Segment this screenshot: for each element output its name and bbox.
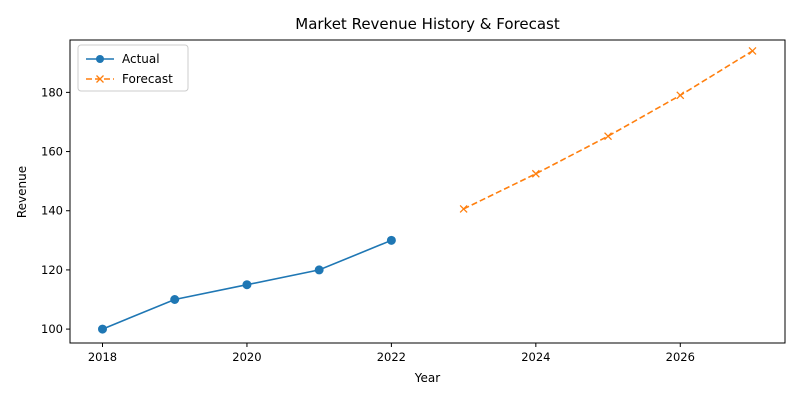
x-tick-label: 2022: [377, 350, 406, 364]
x-axis-label: Year: [414, 371, 440, 385]
data-point-forecast: [748, 46, 757, 55]
series-line-forecast: [463, 50, 753, 210]
y-tick-label: 120: [41, 263, 63, 277]
legend-label-actual: Actual: [122, 52, 160, 66]
data-point-actual: [170, 295, 180, 305]
data-point-forecast: [604, 132, 613, 141]
data-point-actual: [314, 265, 324, 275]
data-point-actual: [98, 324, 107, 334]
plot-area: 2018 2020 2022 2024 2026 100 120 140 160 180: [41, 39, 786, 364]
data-point-forecast: [459, 204, 468, 213]
legend-marker-forecast: [96, 75, 104, 83]
legend-marker-actual: [96, 55, 104, 63]
data-point-forecast: [676, 91, 685, 100]
data-point-forecast: [531, 169, 540, 178]
y-tick-label: 140: [41, 204, 63, 218]
y-axis-label: Revenue: [15, 166, 29, 218]
data-point-actual: [242, 280, 252, 290]
x-tick-label: 2018: [88, 350, 117, 364]
x-tick-label: 2020: [232, 350, 261, 364]
data-point-actual: [386, 235, 396, 245]
y-tick-label: 160: [41, 145, 63, 159]
plot-frame: [69, 39, 786, 344]
x-tick-label: 2024: [521, 350, 550, 364]
chart-title: Market Revenue History & Forecast: [295, 15, 560, 33]
x-tick-label: 2026: [666, 350, 695, 364]
y-tick-label: 180: [41, 85, 63, 99]
legend: Actual Forecast: [77, 44, 189, 92]
y-tick-label: 100: [41, 322, 63, 336]
legend-label-forecast: Forecast: [122, 72, 173, 86]
